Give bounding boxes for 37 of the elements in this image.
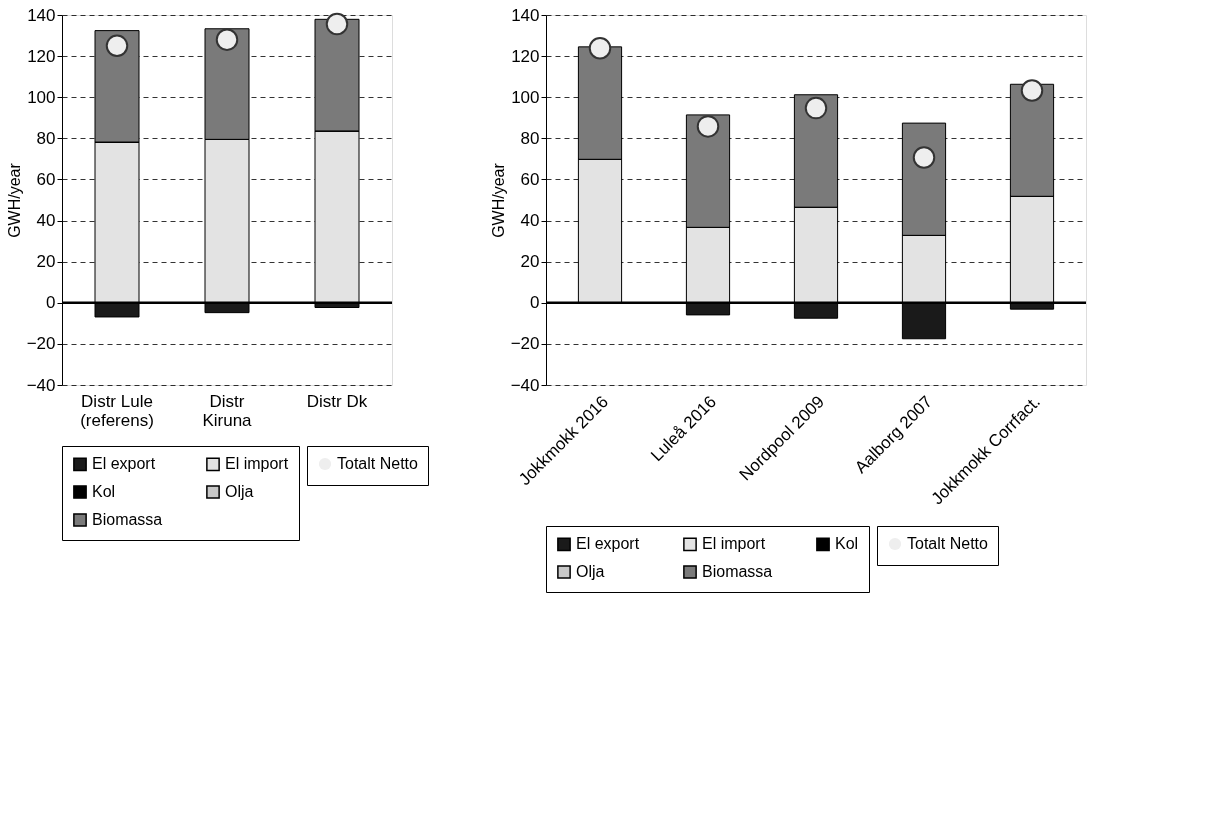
y-tick-label: 100 (27, 87, 56, 107)
legend-label: Totalt Netto (337, 455, 419, 472)
x-tick-label: Distr Dk (306, 391, 368, 411)
y-tick-label: 40 (520, 211, 540, 231)
x-tick-label: Distr Lule (referens) (80, 391, 154, 430)
y-tick-label: 0 (46, 293, 56, 313)
y-tick-label: 140 (511, 5, 540, 25)
legend-label: El import (225, 455, 289, 473)
y-tick-label: 20 (520, 252, 540, 272)
legend-label: Kol (835, 535, 859, 553)
legend-label: Biomassa (702, 563, 773, 580)
x-tick-label: Distr Kiruna (202, 391, 253, 430)
y-tick-label: 60 (36, 169, 56, 189)
y-axis-title: GWH/year (5, 162, 23, 238)
y-tick-label: 120 (511, 46, 540, 66)
y-tick-label: −40 (510, 375, 540, 395)
y-tick-label: −20 (26, 334, 56, 354)
legend-label: El import (702, 535, 766, 553)
legend-label: El export (576, 535, 640, 553)
legend-label: Biomassa (92, 511, 163, 528)
y-tick-label: 0 (530, 293, 540, 313)
y-tick-label: −40 (26, 375, 56, 395)
y-tick-label: −20 (510, 334, 540, 354)
legend-label: Totalt Netto (907, 535, 989, 552)
legend-label: El export (92, 455, 156, 473)
y-tick-label: 140 (27, 5, 56, 25)
y-tick-label: 80 (36, 128, 56, 148)
y-axis-title: GWH/year (489, 162, 507, 238)
y-tick-label: 20 (36, 252, 56, 272)
y-tick-label: 60 (520, 169, 540, 189)
y-tick-label: 100 (511, 87, 540, 107)
legend-label: Olja (576, 563, 605, 580)
y-tick-label: 80 (520, 128, 540, 148)
y-tick-label: 40 (36, 211, 56, 231)
legend-label: Olja (225, 483, 254, 500)
legend-label: Kol (92, 483, 116, 500)
y-tick-label: 120 (27, 46, 56, 66)
